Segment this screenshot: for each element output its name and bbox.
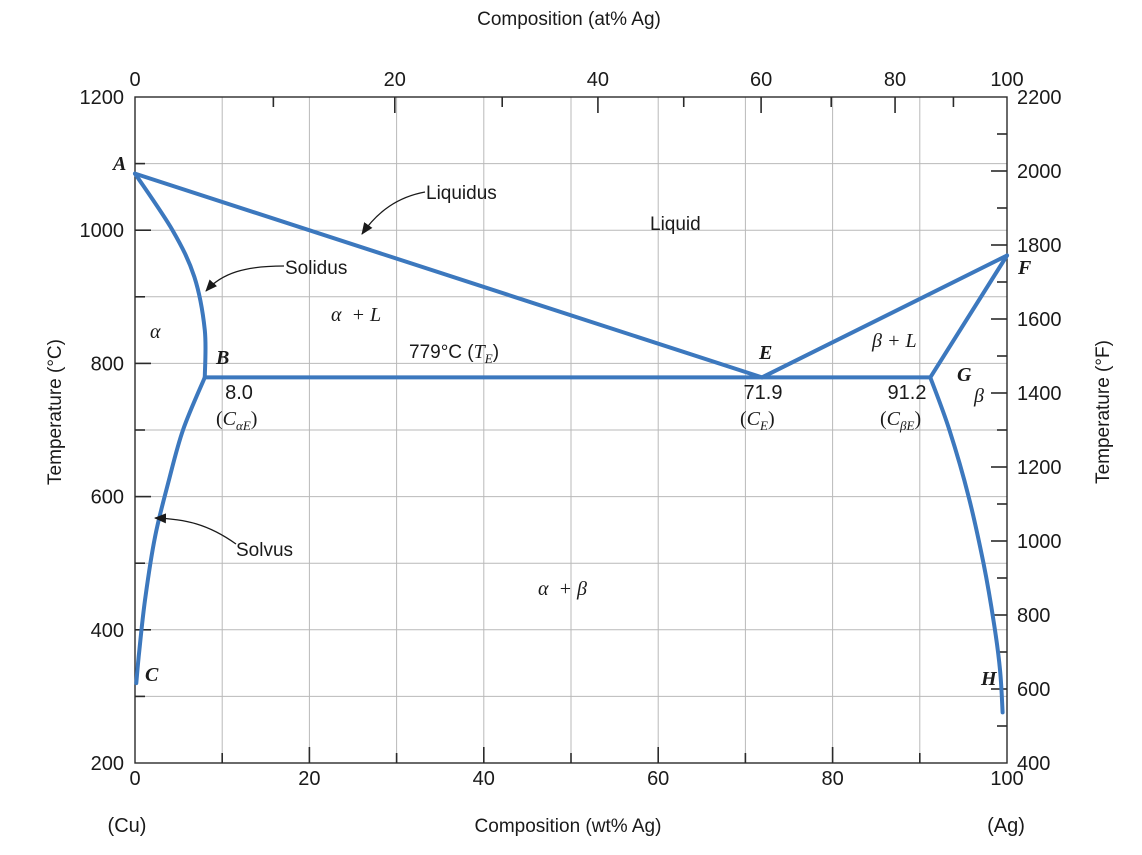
c-e-c: C xyxy=(747,408,761,430)
y-right-tick-label: 800 xyxy=(1017,605,1050,627)
point-label-g: G xyxy=(957,364,972,386)
c-beta-e-symbol: (CβE) xyxy=(880,408,921,433)
x-tick-label: 80 xyxy=(821,768,843,790)
y-tick-label: 200 xyxy=(91,753,124,775)
y-right-tick-label: 1200 xyxy=(1017,457,1062,479)
region-label-alpha-plus-liquid: α + L xyxy=(331,304,381,326)
y-right-tick-label: 1600 xyxy=(1017,309,1062,331)
c-beta-e-open: ( xyxy=(880,408,887,430)
y-right-tick-label: 600 xyxy=(1017,679,1050,701)
eutectic-temp-value: 779°C ( xyxy=(409,342,474,363)
c-alpha-e-sub: αE xyxy=(236,418,251,433)
point-label-e: E xyxy=(758,342,772,364)
y-tick-label: 1200 xyxy=(80,87,125,109)
region-label-alpha-plus-beta: α + β xyxy=(538,578,587,600)
axis-ticks: 0 20 40 60 80 1000 20 40 60 80 1002004006008001000… xyxy=(80,69,1062,790)
grid-lines xyxy=(135,97,1007,763)
x-end-label-ag: (Ag) xyxy=(987,815,1025,837)
curve-liquidus-ag-side xyxy=(760,253,1009,380)
liquidus-label: Liquidus xyxy=(426,183,497,204)
plot-frame xyxy=(134,96,1008,764)
x-tick-label: 0 xyxy=(129,768,140,790)
point-label-b: B xyxy=(215,347,229,369)
c-e-close: ) xyxy=(768,408,775,430)
point-label-c: C xyxy=(145,664,159,686)
region-label-alpha: α xyxy=(150,321,161,343)
top-tick-label: 40 xyxy=(587,69,609,91)
c-beta-e-c: C xyxy=(887,408,901,430)
eutectic-temp-close: ) xyxy=(493,342,499,363)
eutectic-temp-sub: E xyxy=(484,351,493,366)
x-end-label-cu: (Cu) xyxy=(108,815,147,837)
c-alpha-e-symbol: (CαE) xyxy=(216,408,257,433)
top-tick-label: 0 xyxy=(129,69,140,91)
c-e-symbol: (CE) xyxy=(740,408,775,433)
region-label-beta: β xyxy=(973,385,984,407)
y-right-tick-label: 2200 xyxy=(1017,87,1062,109)
solvus-arrow xyxy=(154,513,237,545)
x-tick-label: 100 xyxy=(990,768,1023,790)
c-beta-e-value: 91.2 xyxy=(888,382,927,404)
c-alpha-e-c: C xyxy=(223,408,237,430)
c-beta-e-close: ) xyxy=(914,408,921,430)
point-label-f: F xyxy=(1017,257,1032,279)
liquidus-arrow xyxy=(361,191,426,235)
curve-solvus-beta xyxy=(928,375,1005,715)
y-tick-label: 400 xyxy=(91,620,124,642)
x-axis-title: Composition (wt% Ag) xyxy=(475,816,662,837)
y-tick-label: 800 xyxy=(91,353,124,375)
y-right-tick-label: 2000 xyxy=(1017,161,1062,183)
y-tick-label: 1000 xyxy=(80,220,125,242)
c-e-open: ( xyxy=(740,408,747,430)
y-right-tick-label: 1800 xyxy=(1017,235,1062,257)
c-alpha-e-value: 8.0 xyxy=(225,382,253,404)
region-label-beta-plus-liquid: β + L xyxy=(871,330,917,352)
top-tick-label: 20 xyxy=(384,69,406,91)
x-tick-label: 40 xyxy=(473,768,495,790)
y-right-tick-label: 1000 xyxy=(1017,531,1062,553)
c-e-value: 71.9 xyxy=(744,382,783,404)
solidus-arrow xyxy=(205,265,285,292)
c-beta-e-sub: βE xyxy=(899,418,914,433)
curve-solidus-alpha xyxy=(133,171,208,380)
curve-solidus-beta xyxy=(928,253,1009,380)
phase-boundaries xyxy=(133,171,1009,715)
eutectic-temperature-label: 779°C (TE) xyxy=(409,341,499,366)
y-axis-title-right: Temperature (°F) xyxy=(1093,340,1114,484)
solidus-label: Solidus xyxy=(285,258,347,279)
top-tick-label: 60 xyxy=(750,69,772,91)
y-tick-label: 600 xyxy=(91,487,124,509)
curve-liquidus-cu-side xyxy=(133,171,764,380)
eutectic-temp-symbol: T xyxy=(474,341,487,363)
x-tick-label: 60 xyxy=(647,768,669,790)
region-label-liquid: Liquid xyxy=(650,214,701,235)
y-axis-title-left: Temperature (°C) xyxy=(45,339,66,485)
solvus-label: Solvus xyxy=(236,540,293,561)
point-label-a: A xyxy=(111,153,126,175)
x-tick-label: 20 xyxy=(298,768,320,790)
c-alpha-e-open: ( xyxy=(216,408,223,430)
c-e-sub: E xyxy=(759,418,768,433)
c-alpha-e-close: ) xyxy=(251,408,258,430)
y-right-tick-label: 400 xyxy=(1017,753,1050,775)
y-right-tick-label: 1400 xyxy=(1017,383,1062,405)
top-tick-label: 80 xyxy=(884,69,906,91)
curve-solvus-alpha xyxy=(134,375,207,686)
top-axis-title: Composition (at% Ag) xyxy=(477,9,661,30)
top-tick-label: 100 xyxy=(990,69,1023,91)
point-label-h: H xyxy=(980,668,998,690)
